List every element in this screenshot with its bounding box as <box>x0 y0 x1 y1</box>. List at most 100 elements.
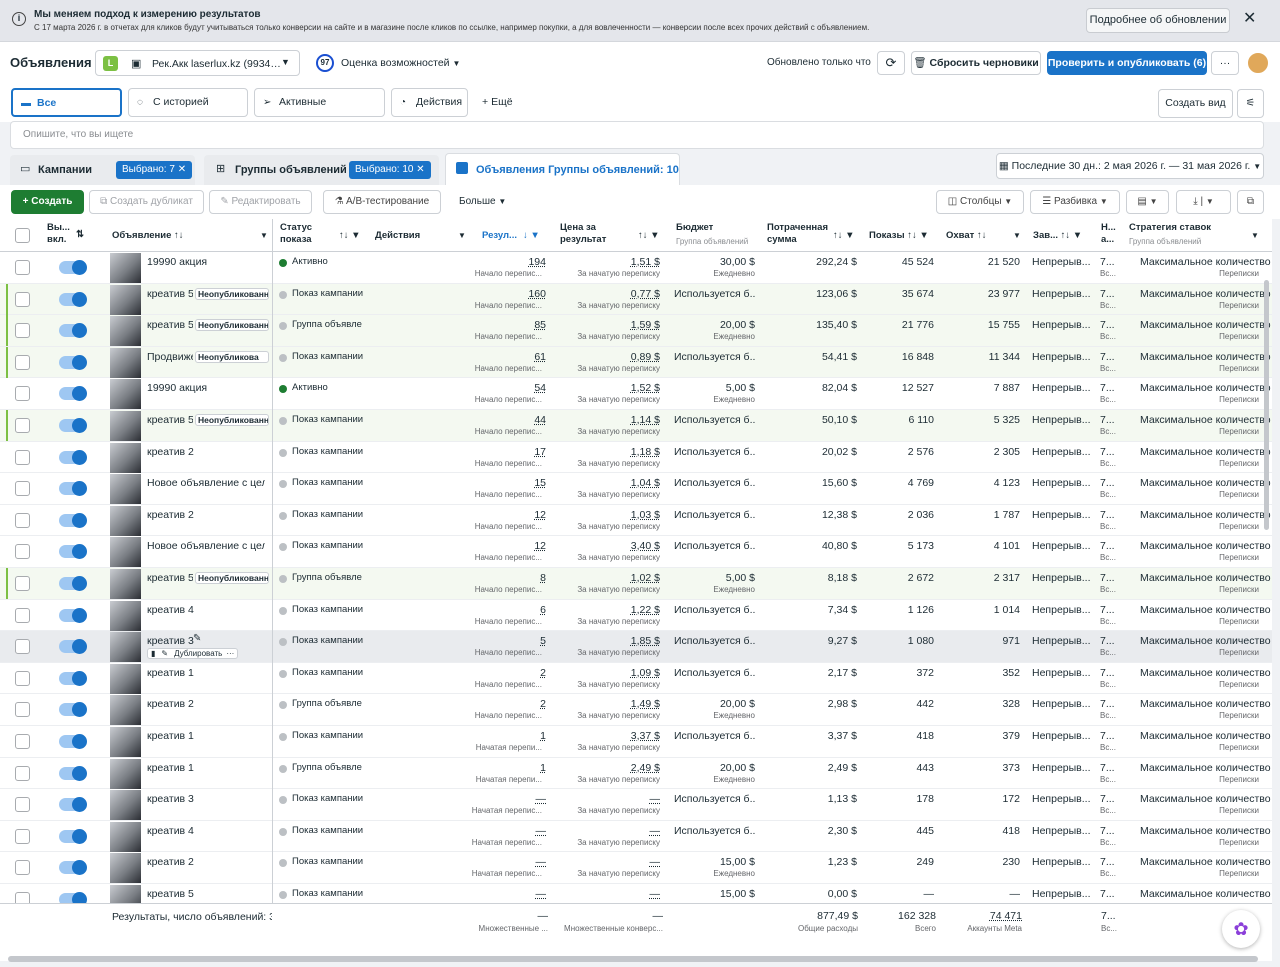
row-checkbox[interactable] <box>15 418 30 433</box>
cost-per-result[interactable]: — <box>649 888 661 900</box>
table-row[interactable]: креатив 2 Группа объявле 2 Начало перепис..… <box>0 694 1272 726</box>
cost-per-result[interactable]: 1,59 $ <box>630 319 660 332</box>
bid-strategy[interactable]: Максимальное количество <box>1140 256 1271 268</box>
table-row[interactable]: Новое объявление с цел... Показ кампании 1… <box>0 536 1272 568</box>
header-strategy[interactable]: Стратегия ставок <box>1129 222 1212 233</box>
cost-per-result[interactable]: — <box>649 793 661 806</box>
tab-actions[interactable]: ◔ Действия <box>391 88 468 117</box>
ad-name[interactable]: 19990 акция <box>147 382 208 395</box>
search-input[interactable]: Опишите, что вы ищете <box>10 121 1264 149</box>
ad-name[interactable]: креатив 4 <box>147 603 194 616</box>
cost-per-result[interactable]: — <box>649 824 661 837</box>
budget-value[interactable]: 15,00 $ <box>719 856 755 869</box>
ad-name[interactable]: креатив 5 <box>147 287 193 300</box>
open-external-button[interactable]: ⧉ <box>1237 190 1264 214</box>
bid-strategy[interactable]: Максимальное количество <box>1140 508 1271 521</box>
table-row[interactable]: креатив 5 Неопубликованн Группа объявле 85 Н… <box>0 315 1272 347</box>
on-off-toggle[interactable] <box>59 576 87 591</box>
row-checkbox[interactable] <box>15 512 30 528</box>
breakdown-button[interactable]: ☰ Разбивка ▼ <box>1030 190 1120 214</box>
pencil-icon[interactable]: ✎ <box>161 649 169 659</box>
on-off-toggle[interactable] <box>59 734 87 749</box>
row-checkbox[interactable] <box>15 260 30 275</box>
results-value[interactable]: 2 <box>540 698 546 711</box>
bid-strategy[interactable]: Максимальное количество <box>1140 730 1271 742</box>
ad-name[interactable]: креатив 2 <box>147 445 194 458</box>
results-value[interactable]: 2 <box>540 666 546 679</box>
row-checkbox[interactable] <box>15 354 30 370</box>
table-row[interactable]: креатив 4 Показ кампании 6 Начало перепис..… <box>0 599 1272 632</box>
sort-desc-icon[interactable]: ↓ ▼ <box>523 230 540 241</box>
budget-value[interactable]: Используется б... <box>674 414 755 426</box>
ad-name[interactable]: креатив 3 <box>147 635 194 648</box>
cost-per-result[interactable]: 0,89 $ <box>630 350 660 363</box>
table-row[interactable]: креатив 1 Группа объявле 1 Начатая перепи..… <box>0 757 1272 790</box>
learn-more-button[interactable]: Подробнее об обновлении <box>1086 8 1230 33</box>
table-row[interactable]: креатив 2 Показ кампании — Начатая перепис.… <box>0 852 1272 884</box>
budget-value[interactable]: Используется б... <box>674 603 755 616</box>
table-row[interactable]: креатив 3 ✎ ▮ ✎ Дублировать ··· Показ кампании… <box>0 631 1272 663</box>
budget-value[interactable]: Используется б... <box>674 508 755 521</box>
row-checkbox[interactable] <box>15 291 30 307</box>
discard-drafts-button[interactable]: 🗑 Сбросить черновики <box>911 51 1041 75</box>
row-checkbox[interactable] <box>15 449 30 465</box>
date-range-picker[interactable]: ▦ Последние 30 дн.: 2 мая 2026 г. — 31 м… <box>996 153 1264 179</box>
table-row[interactable]: креатив 1 Показ кампании 2 Начало перепис..… <box>0 662 1272 695</box>
on-off-toggle[interactable] <box>59 607 87 623</box>
bid-strategy[interactable]: Максимальное количество <box>1140 414 1271 426</box>
ad-name[interactable]: креатив 1 <box>147 730 194 742</box>
bid-strategy[interactable]: Максимальное количество <box>1140 287 1271 300</box>
on-off-toggle[interactable] <box>59 860 87 876</box>
ad-name[interactable]: креатив 2 <box>147 508 194 521</box>
cost-per-result[interactable]: 2,49 $ <box>630 761 660 774</box>
row-checkbox[interactable] <box>15 702 30 718</box>
more-actions-button[interactable]: Больше ▼ <box>459 196 506 207</box>
bid-strategy[interactable]: Максимальное количество <box>1140 761 1271 774</box>
header-reach[interactable]: Охват ↑↓ <box>946 230 987 241</box>
results-value[interactable]: — <box>535 856 547 869</box>
user-avatar[interactable] <box>1246 51 1270 75</box>
ad-name[interactable]: Продвиже... <box>147 350 193 363</box>
ad-name[interactable]: креатив 1 <box>147 666 194 679</box>
pencil-icon[interactable]: ✎ <box>193 633 202 645</box>
on-off-toggle[interactable] <box>59 418 87 433</box>
chart-icon[interactable]: ▮ <box>151 649 156 659</box>
ad-name[interactable]: креатив 5 <box>147 414 193 426</box>
on-off-toggle[interactable] <box>59 481 87 497</box>
chevron-down-icon[interactable]: ▼ <box>458 231 466 240</box>
results-value[interactable]: — <box>535 824 547 837</box>
duplicate-button[interactable]: ⧉ Создать дубликат <box>89 190 204 214</box>
bid-strategy[interactable]: Максимальное количество <box>1140 540 1271 553</box>
export-button[interactable]: ⤓ | ▼ <box>1176 190 1231 214</box>
results-value[interactable]: 54 <box>534 382 546 395</box>
on-off-toggle[interactable] <box>59 828 87 844</box>
row-checkbox[interactable] <box>15 734 30 749</box>
budget-value[interactable]: 5,00 $ <box>725 382 755 395</box>
on-off-toggle[interactable] <box>59 765 87 781</box>
ad-name[interactable]: креатив 2 <box>147 698 194 711</box>
header-ad[interactable]: Объявление ↑↓ <box>112 230 184 241</box>
budget-value[interactable]: 5,00 $ <box>725 572 755 584</box>
bid-strategy[interactable]: Максимальное количество <box>1140 445 1271 458</box>
settings-sliders-button[interactable]: ⚟ <box>1237 89 1264 118</box>
results-value[interactable]: 5 <box>540 635 546 648</box>
more-tabs-button[interactable]: + Ещё <box>482 96 513 108</box>
ads-tab[interactable]: Объявления Группы объявлений: 10 <box>445 153 680 185</box>
budget-value[interactable]: 30,00 $ <box>719 256 755 268</box>
account-selector[interactable]: L ▣ Рек.Акк laserlux.kz (9934… ▼ <box>95 50 300 76</box>
results-value[interactable]: — <box>535 793 547 806</box>
header-spent[interactable]: Потраченная сумма <box>767 222 828 245</box>
on-off-toggle[interactable] <box>59 323 87 339</box>
table-row[interactable]: 19990 акция Активно 54 Начало перепис... 1,5… <box>0 378 1272 410</box>
cost-per-result[interactable]: 1,04 $ <box>630 477 660 490</box>
cost-per-result[interactable]: 3,37 $ <box>630 730 660 742</box>
row-checkbox[interactable] <box>15 639 30 655</box>
ad-name[interactable]: Новое объявление с цел... <box>147 540 265 553</box>
on-off-toggle[interactable] <box>59 386 87 402</box>
on-off-toggle[interactable] <box>59 670 87 686</box>
close-icon[interactable]: ✕ <box>1243 10 1257 27</box>
ad-name[interactable]: креатив 4 <box>147 824 194 837</box>
sort-icon[interactable]: ↑↓ ▼ <box>833 230 855 241</box>
table-row[interactable]: креатив 2 Показ кампании 17 Начало перепис.… <box>0 441 1272 474</box>
row-checkbox[interactable] <box>15 828 30 844</box>
